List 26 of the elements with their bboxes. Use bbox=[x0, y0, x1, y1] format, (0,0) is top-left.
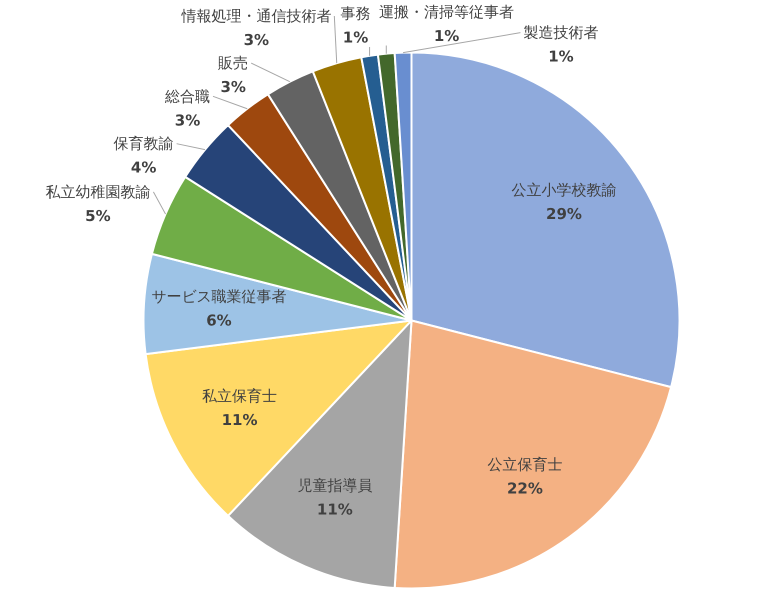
slice-label: 私立保育士 bbox=[202, 387, 278, 406]
slice-label: 総合職 bbox=[164, 87, 210, 106]
slice-label: 公立小学校教諭 bbox=[511, 181, 616, 200]
data-label: 1% bbox=[342, 28, 368, 46]
data-label: 6% bbox=[206, 311, 232, 330]
data-label: 1% bbox=[434, 27, 460, 45]
data-label: 11% bbox=[222, 411, 258, 430]
data-label: 3% bbox=[244, 31, 270, 50]
slice-label: 保育教諭 bbox=[114, 134, 174, 153]
data-label: 3% bbox=[174, 111, 200, 130]
data-label: 29% bbox=[546, 205, 582, 224]
slice-label: 製造技術者 bbox=[523, 24, 598, 42]
slice-label: 運搬・清掃等従事者 bbox=[379, 3, 514, 21]
slice-label: サービス職業従事者 bbox=[151, 287, 286, 306]
slice-label: 私立幼稚園教諭 bbox=[45, 182, 150, 201]
slice-label: 販売 bbox=[218, 54, 248, 72]
data-label: 3% bbox=[220, 78, 246, 96]
slice-label: 児童指導員 bbox=[297, 476, 372, 495]
data-label: 11% bbox=[316, 500, 353, 519]
slice-label: 公立保育士 bbox=[487, 456, 562, 474]
slice-label: 事務 bbox=[340, 4, 370, 22]
data-label: 4% bbox=[130, 158, 156, 177]
data-label: 1% bbox=[548, 48, 574, 66]
slice-label: 情報処理・通信技術者 bbox=[180, 7, 332, 26]
data-label: 22% bbox=[506, 480, 543, 498]
data-label: 5% bbox=[85, 206, 111, 225]
